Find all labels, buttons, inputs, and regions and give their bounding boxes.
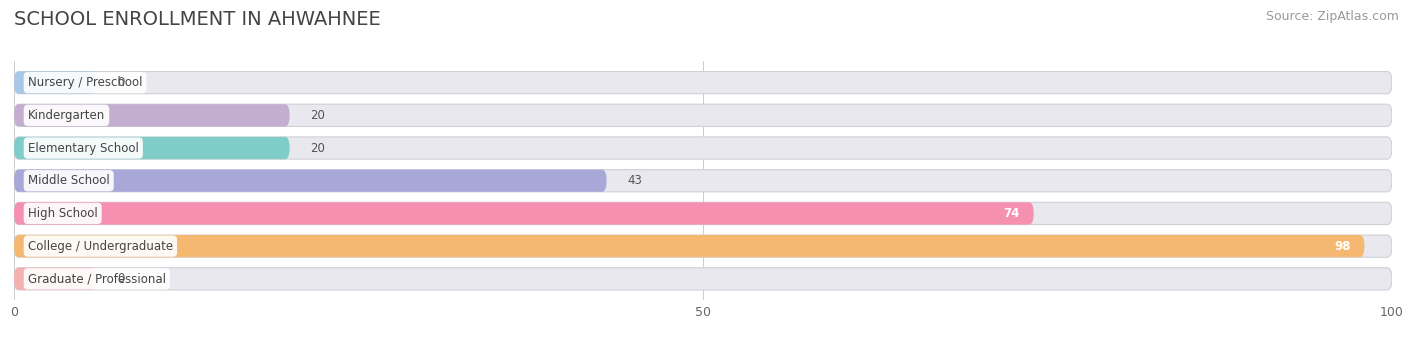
Text: Nursery / Preschool: Nursery / Preschool [28,76,142,89]
FancyBboxPatch shape [14,268,1392,290]
FancyBboxPatch shape [14,268,97,290]
Text: 20: 20 [311,142,325,154]
FancyBboxPatch shape [14,137,1392,159]
FancyBboxPatch shape [14,72,1392,94]
Text: SCHOOL ENROLLMENT IN AHWAHNEE: SCHOOL ENROLLMENT IN AHWAHNEE [14,10,381,29]
Text: Kindergarten: Kindergarten [28,109,105,122]
Text: 0: 0 [118,272,125,285]
FancyBboxPatch shape [14,72,97,94]
Text: 20: 20 [311,109,325,122]
FancyBboxPatch shape [14,202,1033,224]
Text: Graduate / Professional: Graduate / Professional [28,272,166,285]
FancyBboxPatch shape [14,137,290,159]
Text: College / Undergraduate: College / Undergraduate [28,240,173,253]
Text: Source: ZipAtlas.com: Source: ZipAtlas.com [1265,10,1399,23]
Text: 43: 43 [627,174,643,187]
FancyBboxPatch shape [14,104,1392,127]
FancyBboxPatch shape [14,169,1392,192]
Text: 74: 74 [1004,207,1019,220]
FancyBboxPatch shape [14,202,1392,224]
FancyBboxPatch shape [14,169,606,192]
Text: Middle School: Middle School [28,174,110,187]
Text: Elementary School: Elementary School [28,142,139,154]
FancyBboxPatch shape [14,235,1392,257]
FancyBboxPatch shape [14,235,1364,257]
FancyBboxPatch shape [14,104,290,127]
Text: 98: 98 [1334,240,1351,253]
Text: High School: High School [28,207,97,220]
Text: 0: 0 [118,76,125,89]
